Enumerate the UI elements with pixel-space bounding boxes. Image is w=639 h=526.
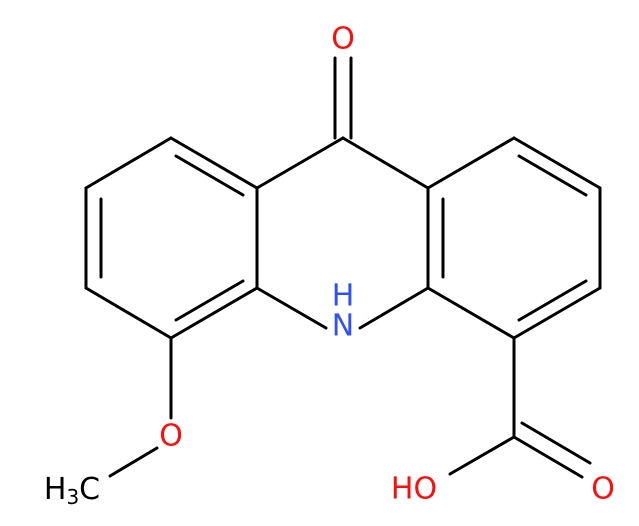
label-part: C — [79, 472, 100, 507]
atom-label: O — [159, 419, 183, 454]
atom-label: O — [591, 472, 615, 507]
atom-label: H3C — [44, 472, 100, 509]
atom-label: H — [332, 279, 355, 314]
label-part: H — [44, 472, 67, 507]
label-subscript: 3 — [66, 485, 79, 509]
bonds — [84, 56, 602, 479]
atom-label: HO — [391, 472, 437, 507]
atom-label: O — [331, 22, 355, 57]
atom-label: N — [332, 309, 354, 344]
